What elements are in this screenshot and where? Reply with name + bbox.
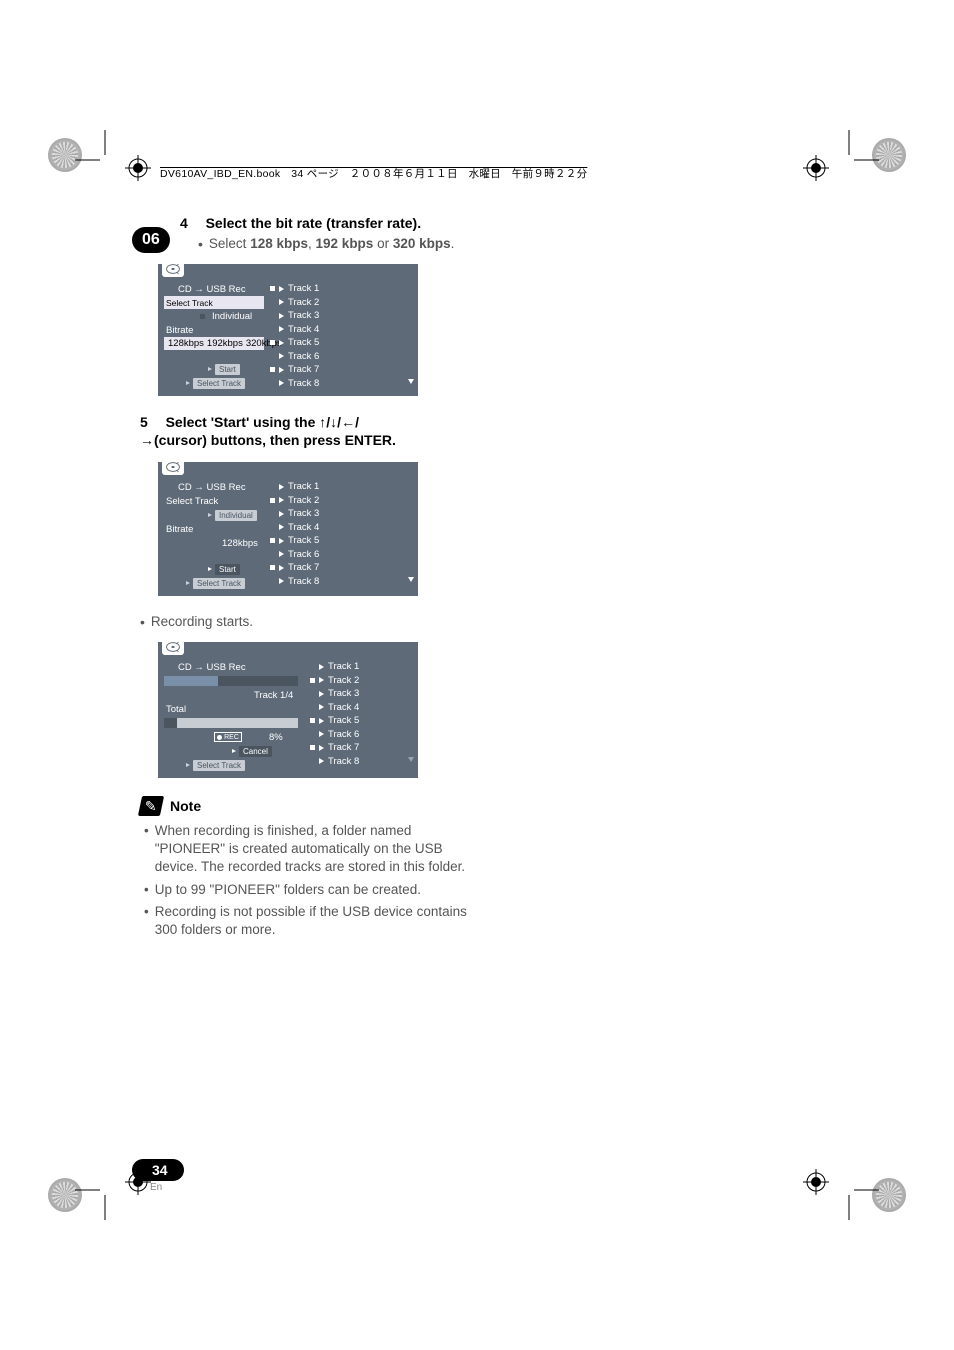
pencil-icon: ✎ — [138, 796, 164, 816]
step-5: 5 Select 'Start' using the ↑/↓/←/ →(curs… — [140, 414, 470, 450]
disc-icon — [162, 459, 184, 475]
crop-mark — [75, 1180, 115, 1220]
crop-mark — [839, 1180, 879, 1220]
menu-screenshot-1: CD → USB Rec Select Track Individual Bit… — [158, 264, 418, 396]
note-item: When recording is finished, a folder nam… — [155, 822, 470, 877]
page-content: 06 4 Select the bit rate (transfer rate)… — [140, 215, 470, 943]
step-4-bullet: • Select 128 kbps, 192 kbps or 320 kbps. — [198, 236, 470, 252]
chapter-badge: 06 — [132, 227, 170, 253]
page-number: 34 — [132, 1159, 184, 1181]
menu-screenshot-2: CD → USB Rec Select Track Individual Bit… — [158, 462, 418, 596]
disc-icon — [162, 639, 184, 655]
note-list: •When recording is finished, a folder na… — [144, 822, 470, 939]
registration-target — [125, 155, 151, 181]
step-4: 4 Select the bit rate (transfer rate). — [180, 215, 470, 233]
disc-icon — [162, 261, 184, 277]
crop-mark — [839, 130, 879, 170]
registration-target — [803, 155, 829, 181]
registration-target — [803, 1169, 829, 1195]
note-item: Recording is not possible if the USB dev… — [155, 903, 470, 939]
note-header: ✎ Note — [140, 796, 470, 816]
crop-mark — [75, 130, 115, 170]
page-footer: 34 En — [132, 1159, 184, 1193]
note-item: Up to 99 "PIONEER" folders can be create… — [155, 881, 421, 899]
recording-starts: •Recording starts. — [140, 614, 470, 630]
book-header: DV610AV_IBD_EN.book 34 ページ ２００８年６月１１日 水曜… — [160, 166, 587, 181]
page-language: En — [150, 1182, 184, 1193]
note-title: Note — [170, 798, 201, 814]
menu-screenshot-3: CD → USB Rec Track 1/4 Total REC8% Cance… — [158, 642, 418, 778]
